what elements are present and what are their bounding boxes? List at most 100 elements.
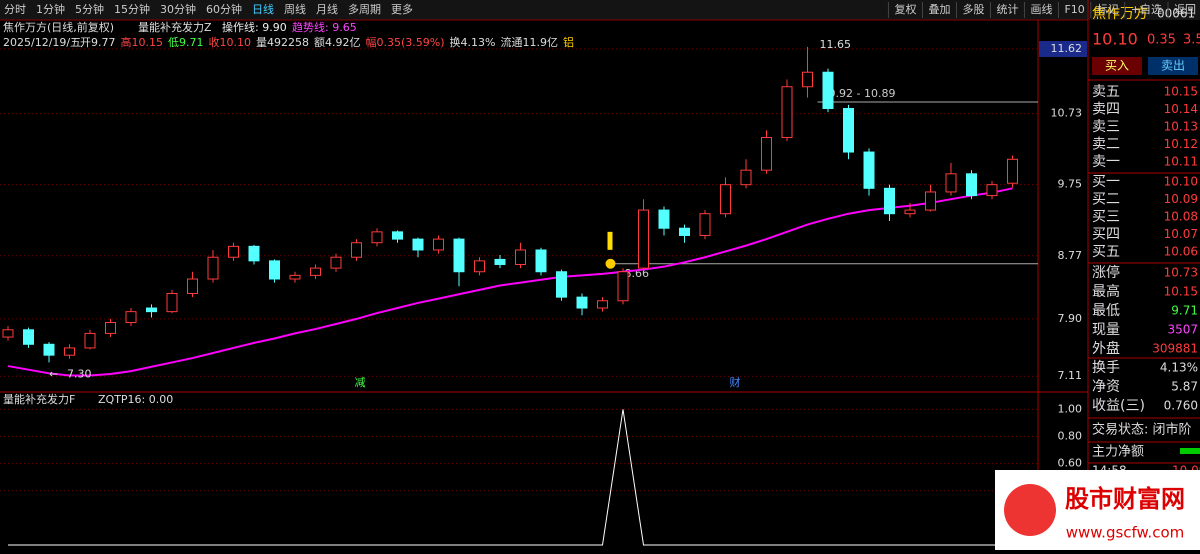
- tab[interactable]: 月线: [316, 2, 338, 16]
- candle-body: [146, 307, 157, 313]
- row-label: 卖四: [1092, 102, 1120, 118]
- candle-body: [576, 296, 588, 309]
- signal: 减: [355, 376, 366, 389]
- tool-button[interactable]: 返回: [1174, 3, 1196, 16]
- candle-body: [699, 213, 711, 236]
- flow-bar: [1180, 448, 1200, 454]
- row-value: 10.06: [1164, 245, 1198, 259]
- candle-body: [720, 184, 731, 215]
- tool-button[interactable]: F10: [1064, 3, 1084, 16]
- tool-button[interactable]: 叠加: [928, 3, 950, 16]
- row-label: 外盘: [1092, 340, 1120, 357]
- row-value: 10.15: [1164, 285, 1198, 299]
- candle-body: [863, 151, 875, 189]
- row-value: 10.73: [1164, 266, 1198, 280]
- stat: 低9.71: [168, 36, 204, 49]
- candle-body: [597, 300, 608, 309]
- y-tick-label: 1.00: [1058, 402, 1083, 415]
- row-value: 5.87: [1171, 380, 1198, 394]
- stat: 收10.10: [209, 35, 252, 49]
- candle-body: [371, 231, 383, 244]
- toolbar: [0, 0, 1200, 20]
- tool-button[interactable]: 画线: [1030, 2, 1052, 16]
- tab[interactable]: 分时: [4, 3, 26, 16]
- row-label: 买二: [1092, 192, 1120, 208]
- tab[interactable]: 日线: [252, 2, 274, 16]
- date: 2025/12/19/五: [3, 36, 81, 49]
- candle-body: [2, 329, 14, 338]
- row-value: 10.09: [1164, 192, 1198, 206]
- ma-line: [7, 187, 1013, 377]
- y-tick-label: 7.11: [1058, 369, 1083, 382]
- stat: 量492258: [256, 36, 309, 49]
- tool-button[interactable]: 复权: [894, 2, 916, 16]
- row-value: 10.15: [1164, 85, 1198, 99]
- row-value: 3507: [1167, 323, 1198, 337]
- candle-body: [843, 108, 854, 153]
- y-tick-label: 0.80: [1058, 429, 1083, 442]
- candle-body: [617, 271, 629, 302]
- row-value: 309881: [1152, 342, 1198, 356]
- row-label: 最高: [1092, 283, 1120, 300]
- candle-body: [433, 238, 444, 251]
- candle-body: [802, 71, 813, 88]
- signal-icon: [605, 258, 616, 269]
- candle-body: [105, 322, 116, 334]
- stat: 开9.77: [80, 36, 116, 49]
- candle-body: [781, 86, 793, 139]
- arrow: ←: [49, 367, 58, 380]
- tool-button[interactable]: +自选: [1131, 3, 1162, 16]
- row-value: 10.14: [1164, 102, 1198, 116]
- candle-body: [761, 137, 772, 171]
- row-label: 卖五: [1092, 84, 1120, 100]
- candle-body: [351, 242, 362, 258]
- tab[interactable]: 周线: [284, 2, 306, 16]
- candle-body: [556, 271, 567, 298]
- stock-code: 00061: [1157, 7, 1195, 21]
- tool-button[interactable]: 统计: [996, 3, 1018, 16]
- y-tick-label: 9.75: [1058, 178, 1083, 191]
- row-label: 买一: [1092, 174, 1120, 190]
- row-value: 9.71: [1171, 304, 1198, 318]
- status: 交易状态: 闭市阶: [1092, 422, 1192, 438]
- main-flow: 主力净额: [1092, 445, 1144, 460]
- candle-body: [822, 71, 834, 110]
- watermark-name: 股市财富网: [1065, 485, 1185, 513]
- candle-body: [23, 329, 34, 345]
- pct: 3.5: [1183, 33, 1200, 48]
- tab[interactable]: 15分钟: [114, 2, 150, 16]
- tab[interactable]: 5分钟: [75, 2, 104, 16]
- y-tick-label: 7.90: [1058, 312, 1083, 325]
- row-label: 现量: [1092, 322, 1120, 338]
- tool-button[interactable]: 多股: [962, 2, 984, 16]
- sell-button[interactable]: [1148, 57, 1198, 75]
- candle-body: [658, 209, 670, 229]
- candle-body: [679, 227, 690, 236]
- buy-button[interactable]: [1092, 57, 1142, 75]
- stat: 换4.13%: [450, 35, 496, 49]
- tab[interactable]: 更多: [391, 2, 413, 16]
- tab[interactable]: 60分钟: [206, 2, 242, 16]
- logo: [1004, 484, 1056, 536]
- tab[interactable]: 1分钟: [36, 2, 65, 16]
- row-value: 10.07: [1164, 227, 1198, 241]
- candle-body: [638, 209, 649, 269]
- row-label: 涨停: [1092, 264, 1120, 281]
- row-value: 0.760: [1164, 399, 1198, 413]
- candle-body: [474, 260, 485, 273]
- buy-label: 买入: [1105, 59, 1129, 73]
- row-value: 10.12: [1164, 137, 1198, 151]
- y-tick-label: 8.77: [1058, 249, 1083, 262]
- candle-body: [535, 249, 547, 273]
- row-label: 买五: [1092, 244, 1120, 260]
- candle-body: [228, 245, 239, 258]
- row-label: 卖二: [1092, 137, 1120, 153]
- row-label: 净资: [1092, 379, 1120, 395]
- tab[interactable]: 30分钟: [160, 2, 196, 16]
- candle-body: [310, 267, 321, 276]
- tab[interactable]: 多周期: [348, 2, 381, 16]
- candle-body: [330, 256, 342, 269]
- tool-button[interactable]: 标记: [1097, 2, 1119, 16]
- sell-label: 卖出: [1161, 59, 1185, 73]
